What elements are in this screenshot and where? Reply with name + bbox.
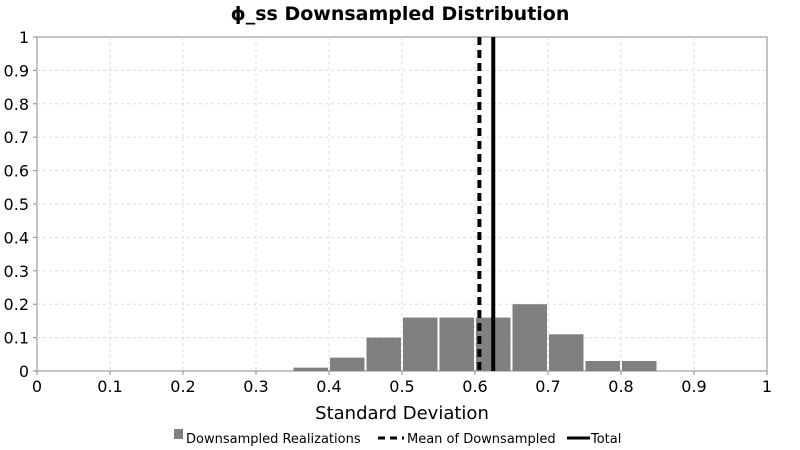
reference-lines bbox=[477, 37, 496, 371]
histogram-bar bbox=[293, 367, 328, 371]
y-tick-label: 0.5 bbox=[4, 195, 29, 214]
histogram-bar bbox=[366, 337, 401, 371]
y-tick-label: 0.9 bbox=[4, 61, 29, 80]
legend-label: Total bbox=[590, 432, 621, 447]
grid-lines bbox=[37, 37, 767, 371]
x-tick-label: 0.3 bbox=[243, 377, 268, 396]
x-tick-label: 0.6 bbox=[462, 377, 487, 396]
histogram-bar bbox=[512, 304, 547, 371]
x-tick-label: 0.1 bbox=[97, 377, 122, 396]
y-tick-label: 0 bbox=[19, 362, 29, 381]
x-axis-label: Standard Deviation bbox=[315, 403, 489, 424]
y-tick-label: 0.8 bbox=[4, 95, 29, 114]
y-tick-label: 1 bbox=[19, 28, 29, 47]
legend-label: Mean of Downsampled bbox=[407, 432, 556, 447]
histogram-bar bbox=[403, 317, 438, 371]
legend-label: Downsampled Realizations bbox=[186, 432, 361, 447]
histogram-bar bbox=[585, 360, 620, 371]
histogram-bar bbox=[549, 334, 584, 371]
histogram-bar bbox=[622, 360, 657, 371]
x-tick-label: 0.7 bbox=[535, 377, 560, 396]
legend-swatch-bar bbox=[174, 429, 183, 439]
x-axis-ticks: 0 0.1 0.2 0.3 0.4 0.5 0.6 0.7 0.8 0.9 1 bbox=[32, 371, 772, 396]
x-tick-label: 0.8 bbox=[608, 377, 633, 396]
x-tick-label: 0.5 bbox=[389, 377, 414, 396]
x-tick-label: 0.2 bbox=[170, 377, 195, 396]
y-tick-label: 0.3 bbox=[4, 262, 29, 281]
y-tick-label: 0.1 bbox=[4, 329, 29, 348]
histogram-bar bbox=[439, 317, 474, 371]
y-tick-label: 0.7 bbox=[4, 128, 29, 147]
y-tick-label: 0.4 bbox=[4, 228, 29, 247]
x-tick-label: 0 bbox=[32, 377, 42, 396]
histogram-bar bbox=[330, 357, 365, 371]
legend: Downsampled Realizations Mean of Downsamp… bbox=[174, 429, 621, 447]
chart-title: ϕ_ss Downsampled Distribution bbox=[231, 3, 570, 25]
x-tick-label: 0.4 bbox=[316, 377, 341, 396]
x-tick-label: 0.9 bbox=[681, 377, 706, 396]
y-axis-ticks: 0 0.1 0.2 0.3 0.4 0.5 0.6 0.7 0.8 0.9 1 bbox=[4, 28, 37, 381]
y-tick-label: 0.2 bbox=[4, 295, 29, 314]
x-tick-label: 1 bbox=[762, 377, 772, 396]
y-tick-label: 0.6 bbox=[4, 162, 29, 181]
